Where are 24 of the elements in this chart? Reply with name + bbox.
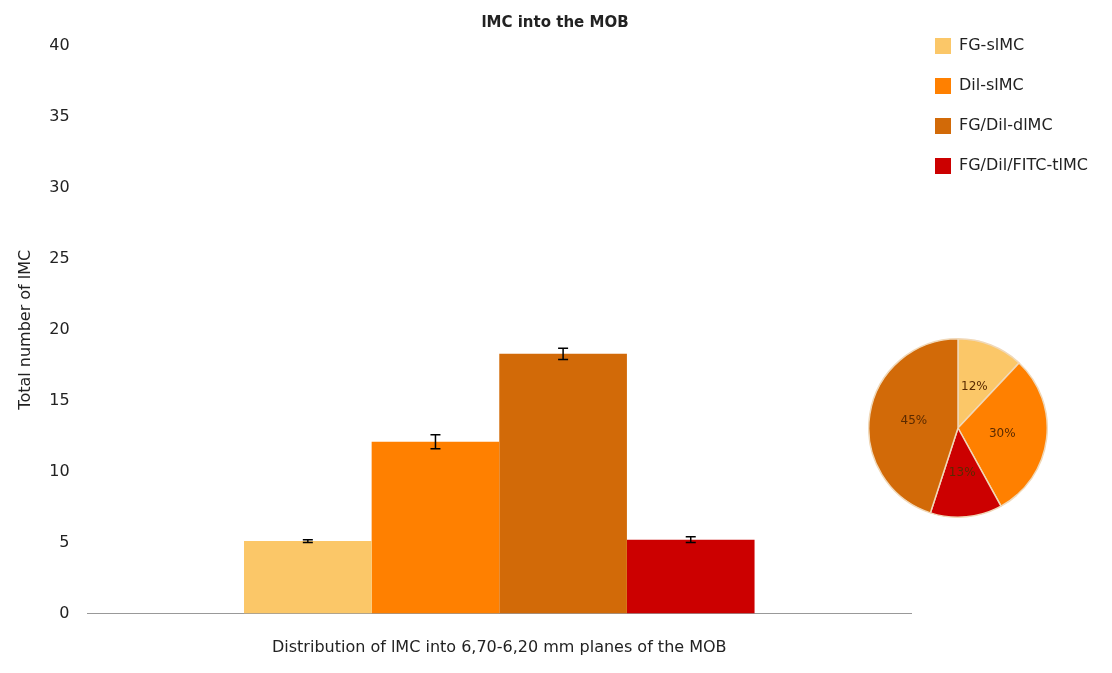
data-label: 12% [961,378,988,393]
data-label: 13% [948,464,976,479]
y-tick-label: 10 [49,460,70,480]
bar [626,539,755,614]
y-axis-title: Total number of lMC [14,249,34,411]
chart-title: lMC into the MOB [481,12,629,31]
y-tick-label: 40 [49,35,70,55]
data-label: 30% [988,425,1016,440]
y-tick-label: 0 [59,602,70,622]
bar [244,541,372,614]
legend-label: Dil-slMC [959,75,1024,95]
y-tick-label: 25 [49,247,70,267]
data-label: 45% [900,413,928,428]
legend-label: FG/Dil-dlMC [959,115,1053,135]
legend-label: FG/Dil/FITC-tlMC [959,155,1089,175]
bar [499,353,627,614]
y-tick-label: 15 [49,389,70,409]
y-tick-label: 35 [49,106,70,126]
legend-label: FG-slMC [959,35,1025,55]
x-axis-title: Distribution of lMC into 6,70-6,20 mm planes of the MOB [271,636,727,656]
bar [371,441,500,614]
y-tick-label: 30 [49,177,70,197]
y-tick-label: 5 [59,531,70,551]
y-tick-label: 20 [49,318,70,338]
